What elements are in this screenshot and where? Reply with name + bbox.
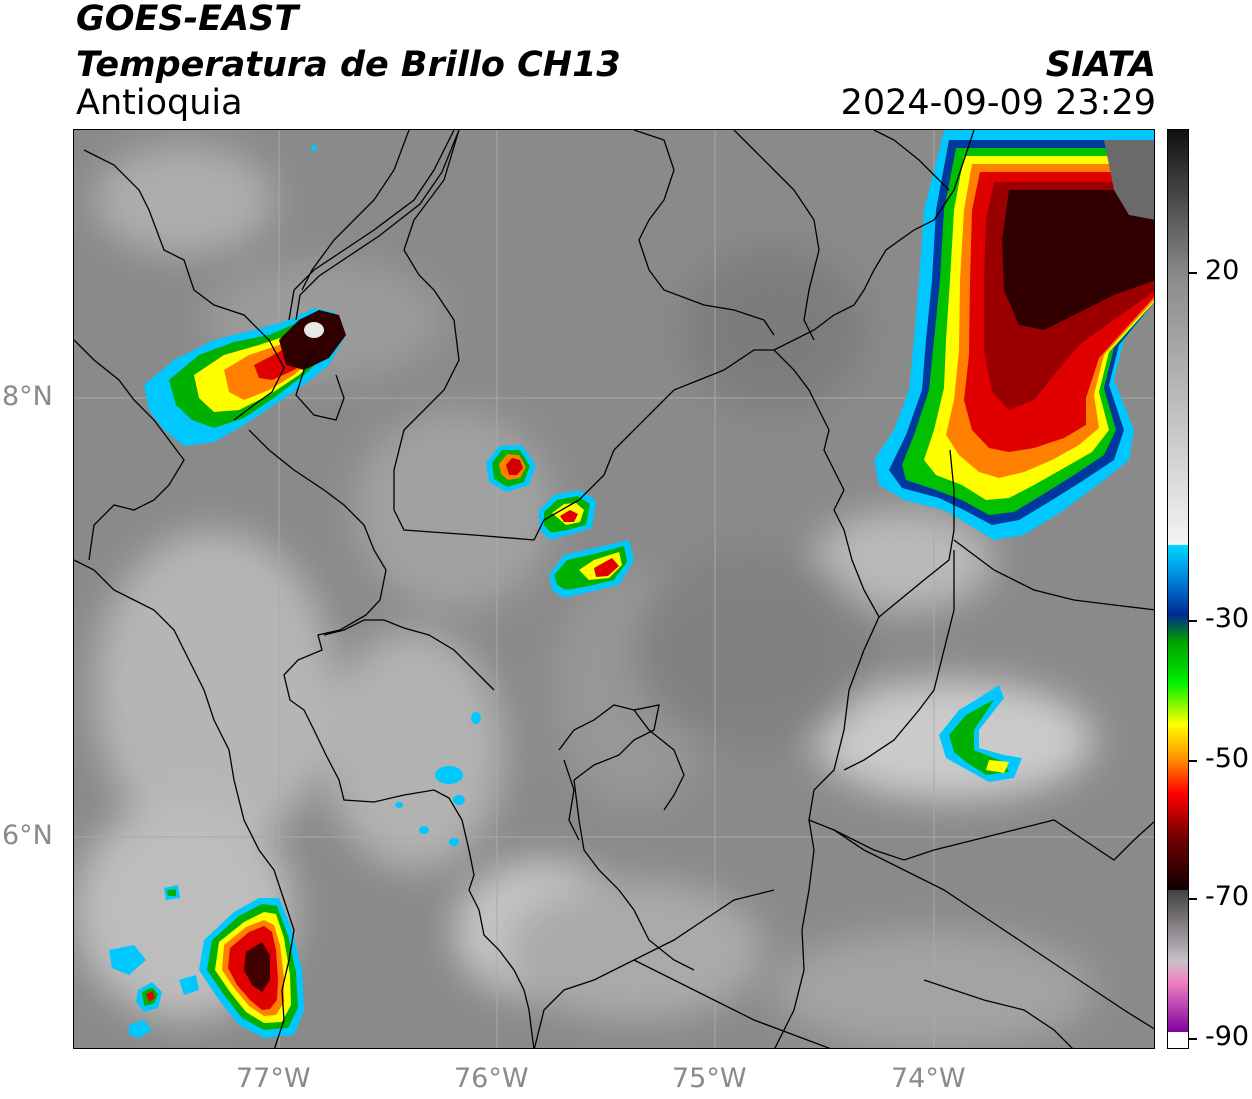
region-label: Antioquia <box>76 83 243 123</box>
product-title: Temperatura de Brillo CH13 <box>76 45 621 85</box>
cbar-tick-minus50 <box>1189 760 1197 762</box>
cbar-tick-20 <box>1189 272 1197 274</box>
storm-center-2 <box>539 490 596 540</box>
satellite-title: GOES-EAST <box>76 0 299 39</box>
agency-label: SIATA <box>1045 45 1156 85</box>
datetime-label: 2024-09-09 23:29 <box>840 83 1156 123</box>
cbar-label-minus50: -50 <box>1205 743 1250 774</box>
satellite-map[interactable] <box>73 129 1155 1049</box>
storm-northeast <box>874 130 1154 540</box>
lon-label-74w: 74°W <box>891 1063 966 1094</box>
lon-label-77w: 77°W <box>236 1063 311 1094</box>
storm-center-3 <box>549 540 634 598</box>
storm-small-sw <box>109 885 199 1038</box>
lon-label-75w: 75°W <box>672 1063 747 1094</box>
map-canvas <box>74 130 1154 1048</box>
cbar-tick-minus70 <box>1189 898 1197 900</box>
storm-east <box>939 685 1022 782</box>
cbar-tick-minus90 <box>1189 1038 1197 1040</box>
lon-label-76w: 76°W <box>454 1063 529 1094</box>
cbar-tick-minus30 <box>1189 620 1197 622</box>
colorbar <box>1167 129 1189 1049</box>
lat-label-8n: 8°N <box>2 381 53 412</box>
cloud-texture <box>74 145 1094 1048</box>
cbar-label-minus90: -90 <box>1205 1021 1250 1052</box>
lat-label-6n: 6°N <box>2 820 53 851</box>
storm-center-1 <box>486 445 536 492</box>
cbar-label-20: 20 <box>1205 255 1240 286</box>
storm-northwest <box>144 308 346 446</box>
colorbar-gradient <box>1168 130 1188 1048</box>
storm-southwest <box>199 898 304 1038</box>
boundaries <box>74 130 1154 1048</box>
cbar-label-minus30: -30 <box>1205 603 1250 634</box>
cbar-label-minus70: -70 <box>1205 881 1250 912</box>
scattered-cells <box>311 145 481 846</box>
